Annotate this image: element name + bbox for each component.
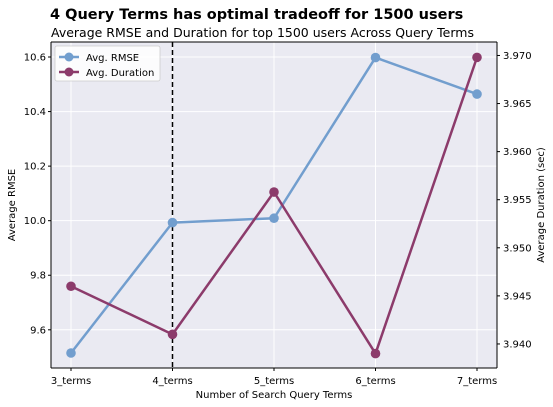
right-tick-label: 3.970 <box>503 51 532 62</box>
right-tick-label: 3.965 <box>503 99 532 110</box>
x-tick-label: 3_terms <box>51 376 91 387</box>
data-point-rmse <box>66 348 76 358</box>
data-point-rmse <box>472 89 482 99</box>
data-point-rmse <box>167 217 178 228</box>
x-tick-label: 5_terms <box>254 376 294 387</box>
data-point-rmse <box>370 52 381 63</box>
right-tick-label: 3.960 <box>503 147 532 158</box>
legend-rmse-marker <box>64 52 74 62</box>
x-tick-label: 6_terms <box>355 376 395 387</box>
left-axis-label: Average RMSE <box>7 169 18 242</box>
legend-duration-marker <box>64 67 74 77</box>
left-tick-label: 10.2 <box>24 162 46 173</box>
legend-duration-label: Avg. Duration <box>86 68 154 79</box>
x-tick-label: 4_terms <box>152 376 192 387</box>
legend: Avg. RMSE Avg. Duration <box>54 45 161 82</box>
right-tick-label: 3.955 <box>503 195 532 206</box>
left-tick-label: 10.4 <box>24 107 46 118</box>
x-axis-label: Number of Search Query Terms <box>196 390 353 401</box>
data-point-duration <box>269 187 279 197</box>
legend-rmse-label: Avg. RMSE <box>86 53 139 64</box>
right-tick-label: 3.945 <box>503 291 532 302</box>
right-axis-ticks: 3.940 3.945 3.950 3.955 3.960 3.965 3.970 <box>497 51 532 350</box>
right-tick-label: 3.950 <box>503 243 532 254</box>
data-point-duration <box>472 52 482 63</box>
legend-box <box>54 45 161 82</box>
data-point-duration <box>66 281 76 292</box>
data-point-duration <box>167 329 178 340</box>
right-tick-label: 3.940 <box>503 339 532 350</box>
right-axis-label: Average Duration (sec) <box>536 147 547 263</box>
left-axis-ticks: 9.6 9.8 10.0 10.2 10.4 10.6 <box>24 53 51 336</box>
left-tick-label: 10.0 <box>24 216 46 227</box>
chart-subtitle: Average RMSE and Duration for top 1500 u… <box>51 25 474 40</box>
x-axis-ticks: 3_terms 4_terms 5_terms 6_terms 7_terms <box>51 368 497 387</box>
left-tick-label: 9.8 <box>30 271 46 282</box>
data-point-duration <box>370 348 381 359</box>
data-point-rmse <box>269 213 279 224</box>
left-tick-label: 9.6 <box>30 325 46 336</box>
x-tick-label: 7_terms <box>457 376 497 387</box>
chart-title: 4 Query Terms has optimal tradeoff for 1… <box>50 7 463 23</box>
left-tick-label: 10.6 <box>24 53 46 64</box>
series-group <box>66 52 482 359</box>
